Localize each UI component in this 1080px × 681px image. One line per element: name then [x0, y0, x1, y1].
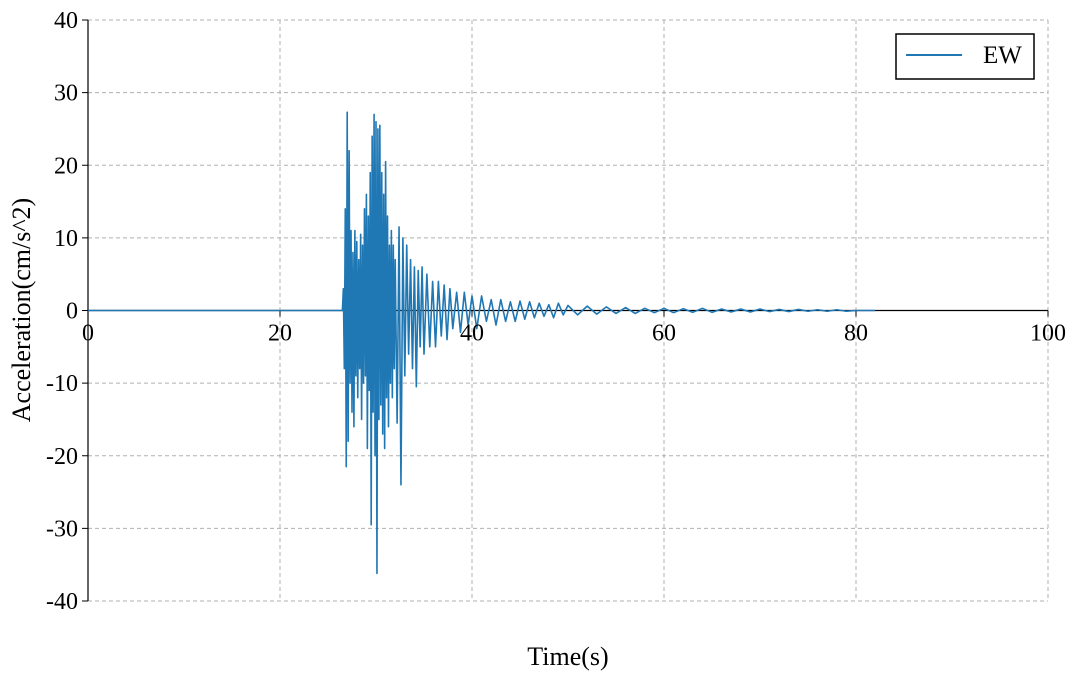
- x-tick-label: 40: [460, 321, 484, 347]
- legend: EW: [895, 33, 1035, 80]
- x-tick-label: 100: [1030, 321, 1066, 347]
- y-tick-label: -30: [46, 516, 78, 542]
- series-line-ew: [88, 111, 876, 575]
- legend-box: [895, 33, 1035, 80]
- y-tick-label: 40: [54, 8, 78, 34]
- x-tick-label: 20: [268, 321, 292, 347]
- y-axis-title: Acceleration(cm/s^2): [7, 198, 36, 422]
- y-tick-label: -10: [46, 371, 78, 397]
- x-tick-label: 60: [652, 321, 676, 347]
- y-tick-label: 30: [54, 81, 78, 107]
- y-tick-label: -40: [46, 589, 78, 615]
- series-layer: [88, 111, 876, 575]
- y-tick-label: 10: [54, 226, 78, 252]
- x-tick-label: 80: [844, 321, 868, 347]
- x-tick-label: 0: [82, 321, 94, 347]
- y-tick-label: -20: [46, 444, 78, 470]
- legend-label-ew: EW: [983, 42, 1022, 69]
- y-tick-label: 20: [54, 153, 78, 179]
- y-tick-label: 0: [66, 299, 78, 325]
- x-axis-title: Time(s): [527, 642, 608, 671]
